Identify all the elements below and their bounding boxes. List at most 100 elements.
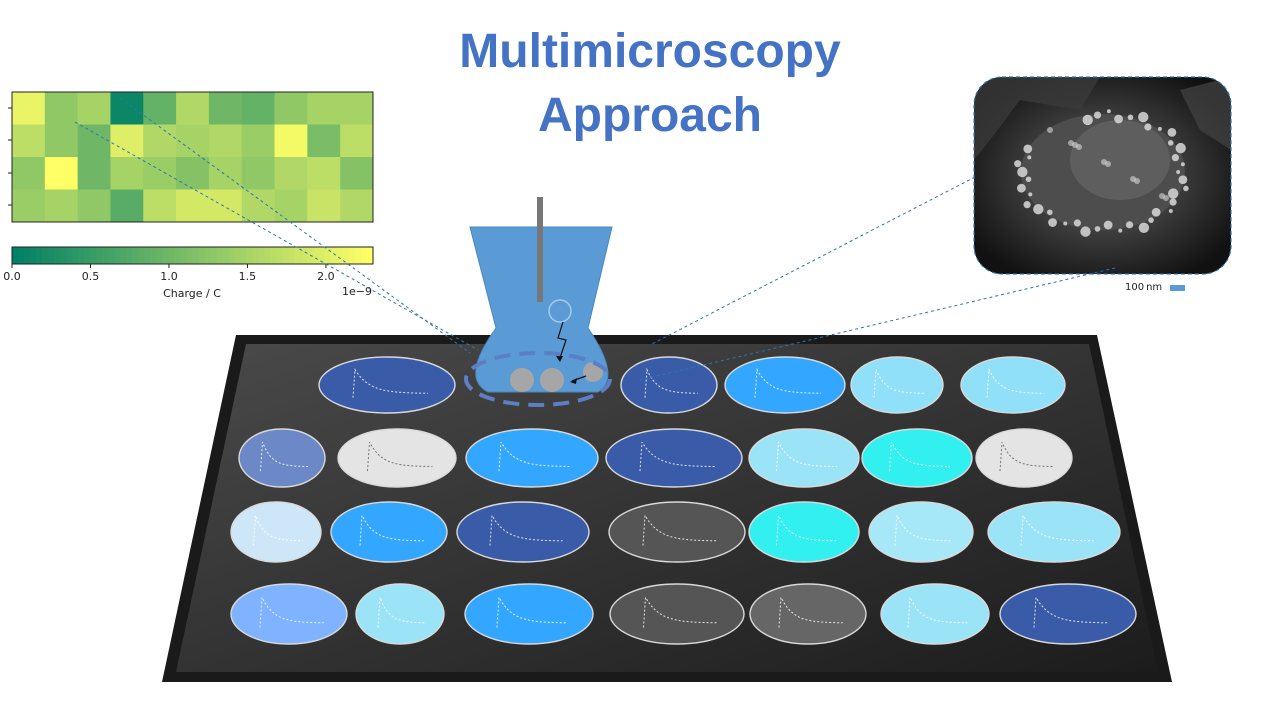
heatmap-cell [307, 92, 341, 125]
colorbar-segment [318, 247, 326, 264]
colorbar-tick-label: 1.0 [160, 270, 178, 283]
sample-spot [337, 428, 457, 488]
colorbar-segment [66, 247, 73, 264]
heatmap-cell [241, 124, 276, 158]
transient-curve [253, 515, 303, 546]
transient-curve [776, 441, 837, 472]
transient-curve [776, 513, 837, 546]
sample-spot [975, 428, 1073, 488]
sem-particle [1093, 111, 1102, 119]
colorbar-segment [342, 247, 350, 264]
colorbar-segment [222, 247, 230, 264]
transient-curve [889, 441, 950, 472]
heatmap-cell [110, 157, 144, 190]
colorbar-segment [150, 247, 157, 264]
sample-spot [868, 501, 974, 563]
colorbar-segment [366, 247, 374, 264]
colorbar-segment [48, 247, 55, 264]
sample-spot [238, 428, 326, 488]
heatmap-cell [274, 92, 308, 125]
heatmap-cell [110, 189, 144, 223]
heatmap-cells [12, 92, 374, 223]
colorbar-segment [240, 247, 248, 264]
sem-particle [1033, 204, 1044, 215]
colorbar-segment [294, 247, 302, 264]
transient-curve [643, 595, 718, 628]
heatmap [8, 91, 374, 223]
sample-spot [609, 583, 745, 645]
heatmap-cell [143, 92, 177, 125]
sem-image [973, 76, 1232, 275]
sample-spot [960, 356, 1066, 414]
heatmap-cell [176, 189, 210, 223]
sem-particle [1167, 188, 1179, 199]
colorbar-segment [144, 247, 151, 264]
colorbar-segment [252, 247, 260, 264]
sample-spot [230, 583, 348, 645]
heatmap-cell [208, 157, 243, 190]
colorbar-segment [84, 247, 91, 264]
colorbar-segment [354, 247, 362, 264]
title-line-1: Multimicroscopy [459, 25, 841, 78]
heatmap-cell [110, 92, 144, 125]
sem-particle [1014, 160, 1022, 168]
sem-scale-bar [1170, 285, 1185, 291]
colorbar-segment [264, 247, 272, 264]
colorbar-tick-label: 0.5 [82, 270, 100, 283]
electrode-rod [537, 197, 543, 302]
sem-particle [1048, 218, 1057, 227]
sample-spots [230, 356, 1137, 645]
heatmap-cell [176, 157, 210, 190]
colorbar-segment [108, 247, 115, 264]
transient-curve [639, 441, 715, 472]
transient-curve [1020, 513, 1094, 546]
colorbar-segment [186, 247, 194, 264]
heatmap-cell [340, 124, 374, 158]
transient-curve [489, 513, 563, 546]
colorbar-frame [11, 246, 374, 265]
colorbar-segment [30, 247, 37, 264]
sample-spot [230, 501, 322, 563]
sem-particle [1023, 201, 1031, 209]
transient-curve [259, 595, 324, 628]
colorbar-segment [288, 247, 296, 264]
sem-particle [1138, 111, 1149, 123]
sample-spot [850, 356, 944, 414]
sem-particle [1106, 109, 1111, 114]
heatmap-cell [143, 157, 177, 190]
colorbar-tick-label: 2.0 [317, 270, 335, 283]
sem-particle [1169, 198, 1177, 206]
colorbar-segment [78, 247, 85, 264]
sem-particle [1138, 222, 1150, 233]
nanoparticle-1 [510, 368, 534, 392]
colorbar-ticks: 0.0 0.5 1.0 1.5 2.0 [3, 264, 335, 283]
sem-particle [1130, 176, 1136, 182]
colorbar-segment [282, 247, 290, 264]
colorbar-segment [324, 247, 332, 264]
sem-particle [1180, 162, 1185, 167]
sample-spot [999, 583, 1137, 645]
colorbar-segment [156, 247, 164, 264]
heatmap-cell [340, 92, 374, 125]
heatmap-cell [44, 92, 79, 125]
colorbar-segment [300, 247, 308, 264]
sem-particle [1025, 176, 1032, 183]
sem-particle [1176, 170, 1181, 174]
heatmap-cell [208, 92, 243, 125]
title-line-2: Approach [537, 89, 762, 142]
colorbar-segment [60, 247, 67, 264]
heatmap-cell [176, 92, 210, 125]
colorbar-exponent: 1e−9 [342, 285, 372, 298]
colorbar-segment [24, 247, 31, 264]
sem-particle [1063, 221, 1068, 226]
sample-spot [330, 501, 448, 563]
sample-spot [987, 501, 1121, 563]
heatmap-cell [241, 92, 276, 125]
heatmap-cell [44, 124, 79, 158]
transient-curve [359, 513, 424, 546]
sem-particle [1047, 209, 1053, 216]
colorbar-segment [120, 247, 127, 264]
sem-particle [1125, 221, 1134, 229]
transient-curve [1033, 595, 1109, 628]
